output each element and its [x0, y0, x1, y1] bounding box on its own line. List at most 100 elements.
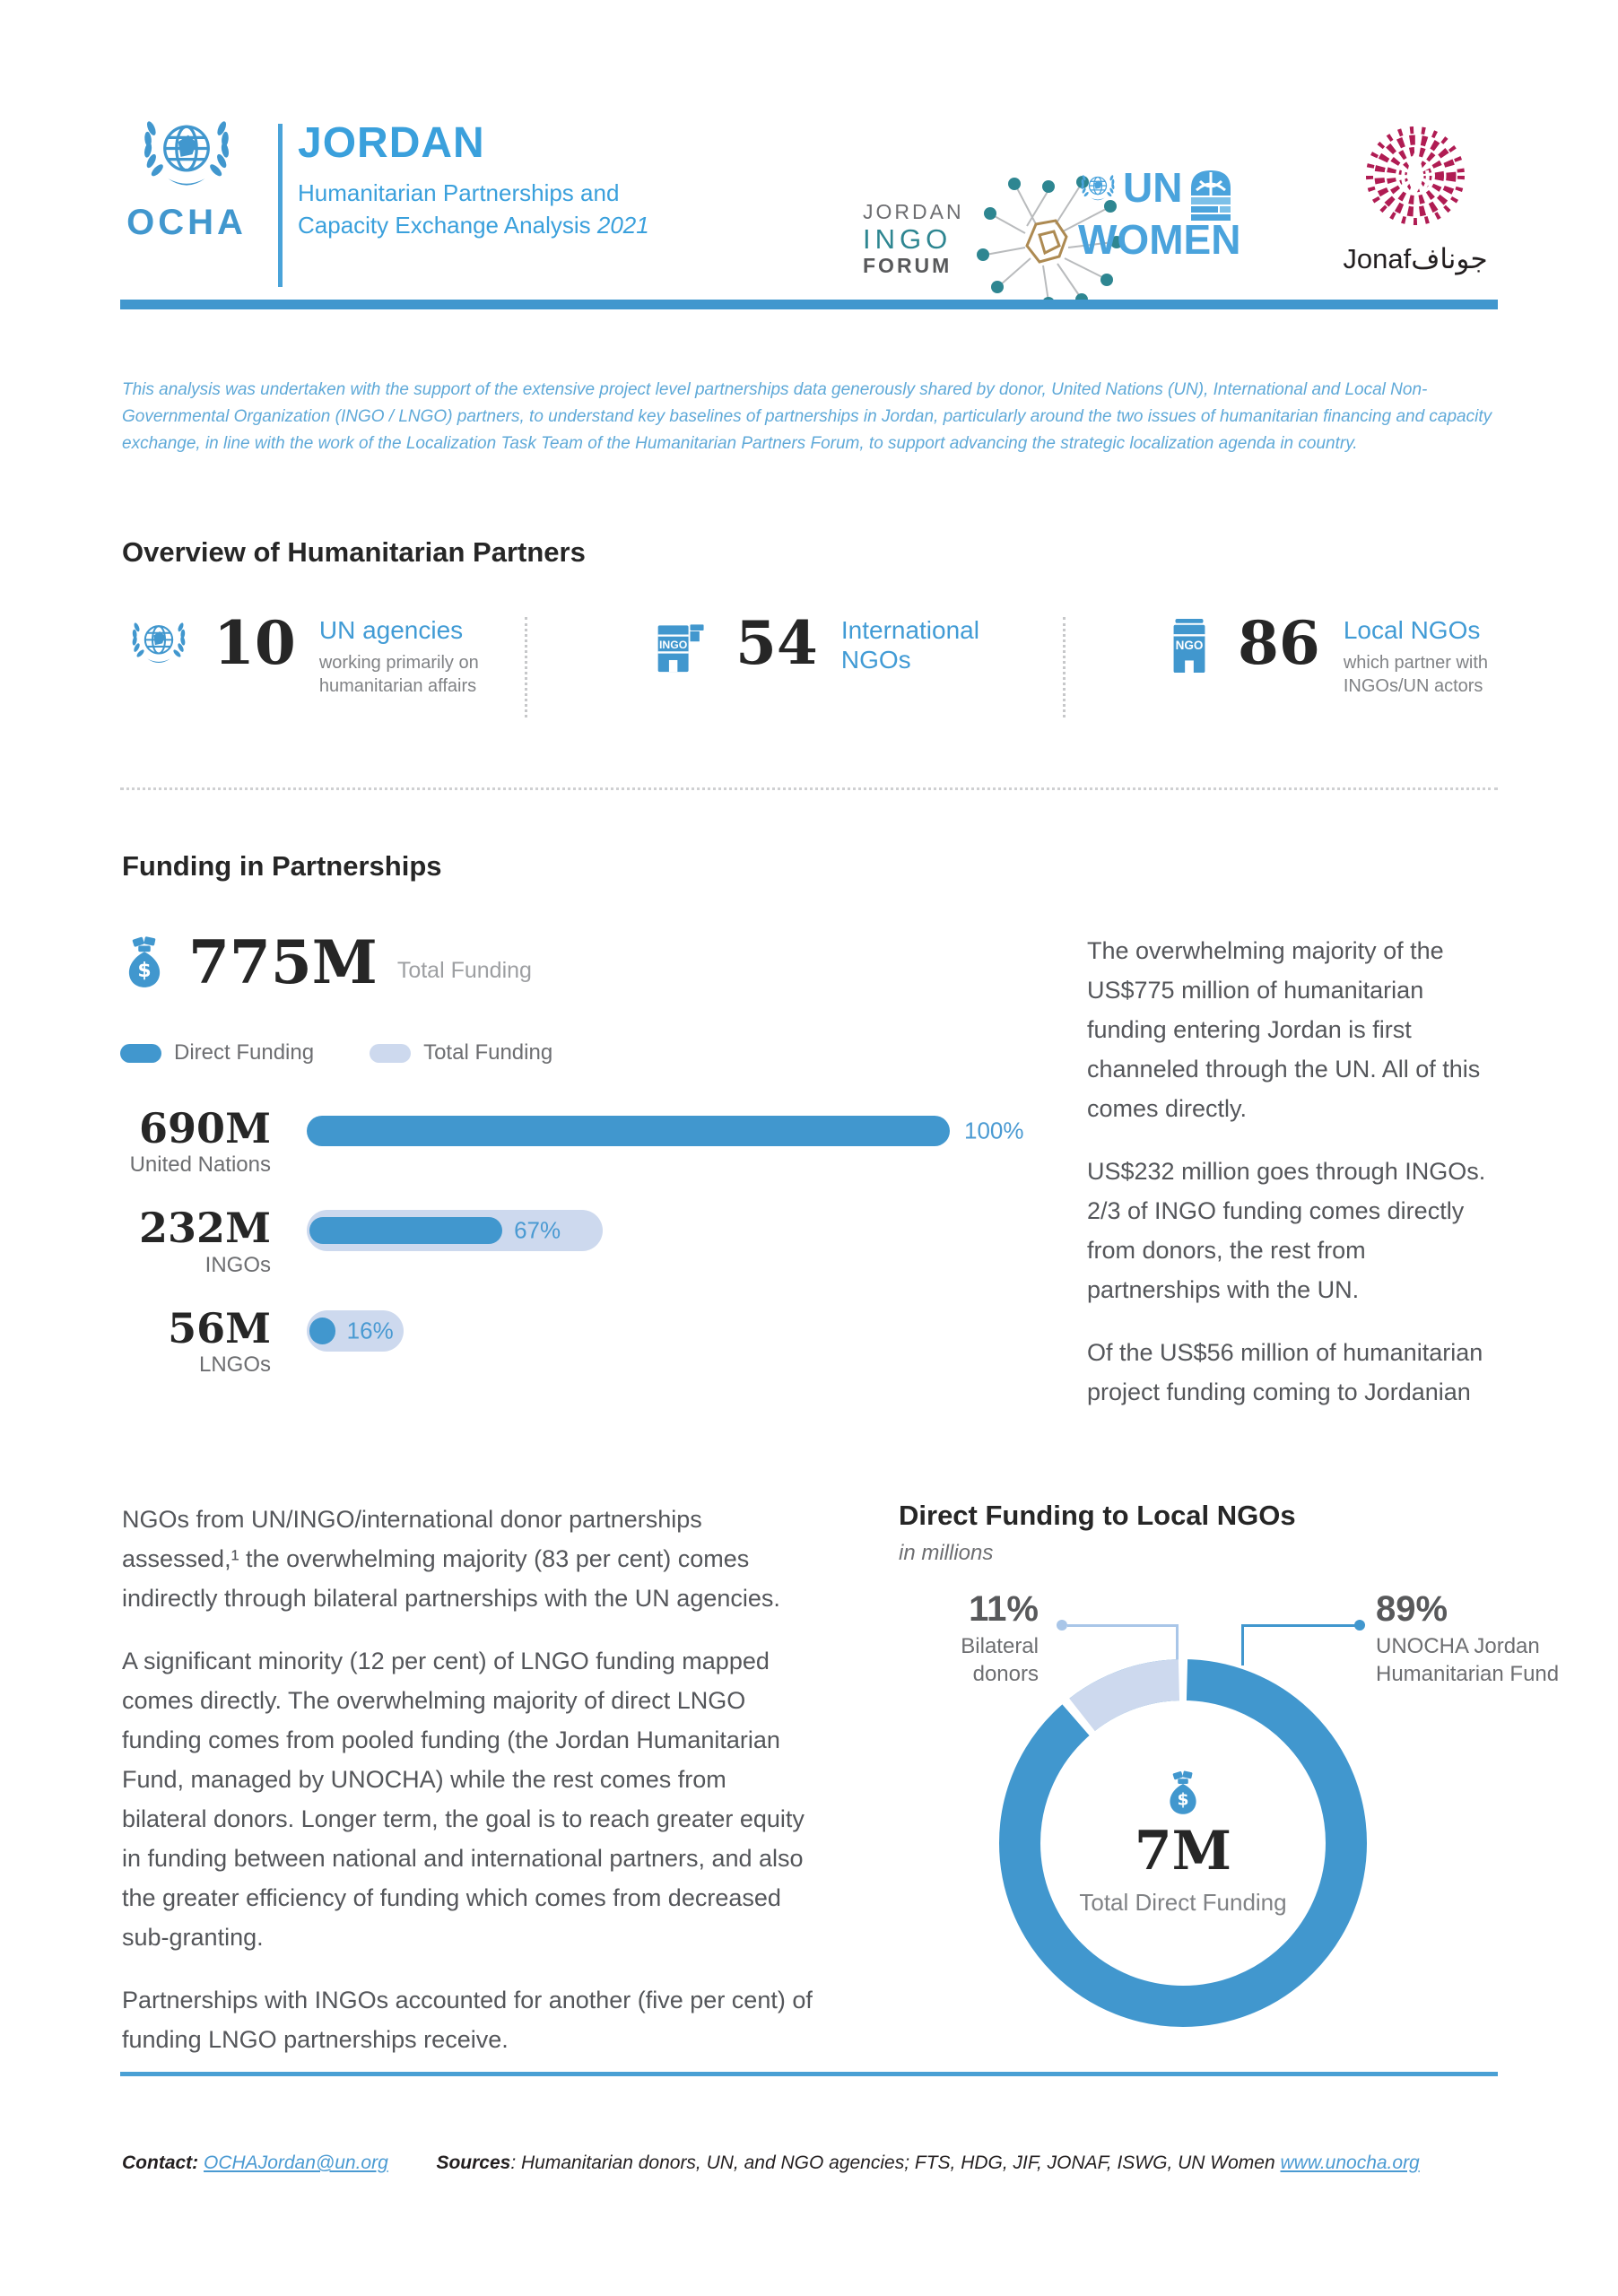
stat-label: Local NGOs: [1343, 616, 1481, 644]
bar-amount: 690M: [139, 1104, 271, 1152]
funding-chart-panel: $ 775M Total Funding Direct Funding Tota…: [120, 933, 1089, 1406]
bar-track: 16%: [307, 1309, 950, 1352]
overview-heading: Overview of Humanitarian Partners: [122, 536, 586, 568]
analysis-text: NGOs from UN/INGO/international donor pa…: [122, 1500, 814, 2083]
jordan-ingo-forum-logo: JORDAN INGO FORUM: [863, 172, 1124, 307]
callout-line-left-drop: [1176, 1624, 1179, 1669]
stat-value: 10: [213, 608, 296, 678]
svg-text:$: $: [137, 960, 151, 982]
stat-separator: [1063, 617, 1066, 718]
direct-funding-heading: Direct Funding to Local NGOs: [899, 1500, 1296, 1531]
stat-label: UN agencies: [318, 616, 464, 644]
analysis-paragraph: A significant minority (12 per cent) of …: [122, 1648, 805, 1951]
callout-label: Bilateral donors: [961, 1634, 1039, 1686]
bar-amount: 232M: [139, 1204, 271, 1253]
footer: Contact: OCHAJordan@un.org Sources: Huma…: [122, 2152, 1500, 2174]
section-divider: [120, 787, 1498, 790]
svg-text:NGO: NGO: [1176, 639, 1204, 652]
analysis-paragraph: Partnerships with INGOs accounted for an…: [122, 1987, 813, 2053]
bar-org: LNGOs: [198, 1352, 271, 1377]
callout-percentage: 89%: [1376, 1589, 1448, 1629]
bar-direct-funding: [307, 1116, 950, 1146]
jonaf-logo: Jonafجوناف: [1320, 124, 1510, 275]
svg-text:INGO: INGO: [659, 639, 688, 651]
narrative-paragraph: US$232 million goes through INGOs. 2/3 o…: [1087, 1158, 1486, 1303]
donut-center: $ 7M Total Direct Funding: [999, 1659, 1367, 2027]
stat-sublabel: which partner with INGOs/UN actors: [1343, 653, 1489, 696]
bar-direct-funding: [309, 1217, 503, 1245]
un-women-symbol-icon: [1191, 170, 1231, 221]
direct-funding-unit: in millions: [899, 1541, 994, 1565]
header-rule: [120, 300, 1498, 309]
total-funding-figure: $ 775M Total Funding: [120, 933, 1089, 992]
header-divider: [278, 124, 283, 287]
total-funding-label: Total Funding: [396, 957, 532, 983]
ingo-forum-wordmark: JORDAN INGO FORUM: [863, 199, 964, 278]
page-title: JORDAN: [298, 119, 485, 167]
money-bag-icon: $: [1170, 1770, 1196, 1814]
bar-row-united-nations: 690M United Nations 100%: [120, 1107, 1089, 1178]
un-emblem-icon: [136, 113, 237, 197]
ingo-building-icon: INGO: [657, 624, 704, 673]
callout-bilateral-donors: 11% Bilateral donors: [899, 1589, 1039, 1688]
stat-separator: [525, 617, 527, 718]
jonaf-wordmark: Jonafجوناف: [1343, 243, 1488, 274]
partner-stats: 10 UN agencies working primarily on huma…: [120, 613, 1498, 739]
subtitle-line1: Humanitarian Partnerships and: [298, 179, 620, 206]
header-title-block: JORDAN Humanitarian Partnerships and Cap…: [298, 118, 649, 241]
total-funding-value: 775M: [188, 927, 378, 997]
funding-narrative: The overwhelming majority of the US$775 …: [1087, 931, 1501, 1435]
contact-label: Contact:: [122, 2152, 199, 2173]
stat-sublabel: working primarily on humanitarian affair…: [318, 653, 479, 696]
callout-percentage: 11%: [969, 1589, 1039, 1629]
callout-jhf: 89% UNOCHA Jordan Humanitarian Fund: [1376, 1589, 1573, 1688]
direct-funding-donut: $ 7M Total Direct Funding: [997, 1657, 1369, 2029]
donut-total-label: Total Direct Funding: [1079, 1888, 1287, 1916]
stat-value: 86: [1238, 608, 1320, 678]
bar-row-lngos: 56M LNGOs 16%: [120, 1306, 1089, 1378]
un-women-logo: UN WOMEN: [1078, 164, 1241, 263]
narrative-paragraph: The overwhelming majority of the US$775 …: [1087, 937, 1481, 1122]
legend-direct-funding: Direct Funding: [120, 1040, 314, 1065]
un-emblem-icon: [127, 617, 190, 671]
bar-track: 100%: [307, 1110, 1024, 1152]
stat-local-ngos: NGO 86 Local NGOs which partner with ING…: [1164, 613, 1519, 698]
stat-value: 54: [735, 608, 818, 678]
legend-total-funding: Total Funding: [370, 1040, 552, 1065]
ocha-logo: OCHA: [120, 113, 253, 243]
legend-swatch-direct: [120, 1043, 161, 1063]
sources-link[interactable]: www.unocha.org: [1280, 2152, 1420, 2173]
svg-text:$: $: [1178, 1790, 1189, 1809]
stat-international-ngos: INGO 54 International NGOs: [653, 613, 1017, 674]
un-emblem-small-icon: [1078, 169, 1118, 208]
subtitle-line2: Capacity Exchange Analysis: [298, 212, 591, 239]
callout-line-left: [1067, 1624, 1179, 1627]
sources-label: Sources: [436, 2152, 511, 2173]
un-women-word-un: UN: [1123, 164, 1183, 211]
direct-funding-panel: Direct Funding to Local NGOs in millions…: [899, 1500, 1559, 2083]
chart-legend: Direct Funding Total Funding: [120, 1040, 1089, 1065]
donut-total-value: 7M: [1134, 1819, 1232, 1883]
funding-heading: Funding in Partnerships: [122, 850, 442, 882]
jonaf-sphere-icon: [1366, 126, 1465, 225]
ngo-building-icon: NGO: [1173, 618, 1205, 673]
contact-email-link[interactable]: OCHAJordan@un.org: [204, 2152, 388, 2173]
narrative-paragraph: Of the US$56 million of humanitarian pro…: [1087, 1339, 1483, 1405]
page-subtitle: Humanitarian Partnerships and Capacity E…: [298, 177, 649, 241]
bar-track: 67%: [307, 1210, 950, 1252]
bar-org: INGOs: [204, 1252, 271, 1277]
stat-label: International NGOs: [840, 616, 979, 674]
bar-percentage: 16%: [346, 1317, 394, 1344]
ocha-wordmark: OCHA: [126, 203, 247, 242]
bar-percentage: 67%: [514, 1216, 561, 1244]
sources-text: : Humanitarian donors, UN, and NGO agenc…: [510, 2152, 1281, 2173]
money-bag-icon: $: [128, 936, 161, 987]
subtitle-year: 2021: [596, 212, 649, 239]
donut-chart: [997, 1657, 1369, 2029]
bar-row-ingos: 232M INGOs 67%: [120, 1206, 1089, 1277]
callout-dot-left: [1057, 1620, 1067, 1631]
bar-percentage: 100%: [964, 1117, 1024, 1144]
un-women-word-women: WOMEN: [1078, 216, 1241, 263]
callout-dot-right: [1354, 1620, 1365, 1631]
callout-line-right-drop: [1241, 1624, 1244, 1665]
